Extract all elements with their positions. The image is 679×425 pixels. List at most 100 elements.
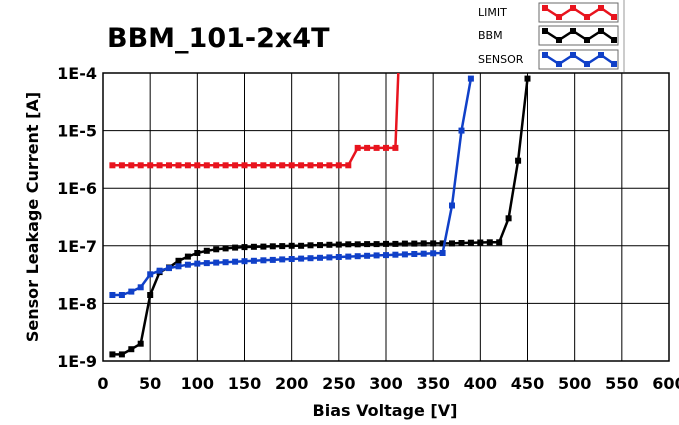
x-tick-label: 200 — [275, 374, 308, 393]
data-point — [156, 162, 163, 169]
data-point — [175, 162, 182, 169]
legend-label: SENSOR — [478, 53, 524, 66]
data-point — [203, 162, 210, 169]
data-point — [345, 253, 352, 260]
x-tick-label: 600 — [652, 374, 679, 393]
legend-swatch-marker — [542, 5, 548, 11]
data-point — [288, 162, 295, 169]
x-tick-label: 150 — [228, 374, 261, 393]
data-point — [345, 241, 352, 248]
data-point — [118, 162, 125, 169]
legend-swatch-marker — [556, 37, 562, 43]
x-tick-label: 300 — [369, 374, 402, 393]
x-tick-labels: 0 50 100 150 200 250 300 350 400 450 500 550 600 — [97, 374, 679, 393]
data-point — [364, 252, 371, 259]
data-point — [232, 244, 239, 251]
x-tick-label: 250 — [322, 374, 355, 393]
data-point — [335, 241, 342, 248]
data-point — [458, 127, 465, 134]
legend-item-sensor: SENSOR — [478, 49, 619, 70]
data-point — [354, 241, 361, 248]
data-point — [467, 75, 474, 82]
data-point — [118, 292, 125, 298]
data-point — [156, 267, 163, 274]
y-tick-label: 1E-8 — [57, 294, 97, 313]
data-point — [184, 162, 191, 169]
data-point — [392, 144, 399, 151]
legend-swatch-marker — [570, 52, 576, 58]
legend-swatch-marker — [611, 37, 617, 43]
data-point — [241, 162, 248, 169]
data-point — [373, 144, 380, 151]
data-point — [383, 240, 389, 247]
x-tick-label: 450 — [511, 374, 544, 393]
data-point — [194, 250, 201, 256]
x-tick-label: 50 — [139, 374, 161, 393]
data-point — [269, 162, 276, 169]
data-point — [184, 253, 191, 260]
legend-swatch-marker — [584, 37, 590, 43]
data-point — [175, 257, 182, 264]
data-point — [118, 351, 125, 358]
data-point — [222, 245, 229, 252]
data-point — [298, 255, 305, 262]
x-tick-label: 400 — [464, 374, 497, 393]
data-point — [364, 144, 371, 151]
data-point — [298, 242, 305, 249]
legend-swatch-marker — [584, 14, 590, 20]
data-point — [250, 243, 257, 250]
data-point — [166, 162, 172, 169]
data-point — [232, 162, 239, 169]
data-point — [128, 288, 135, 295]
data-point — [401, 240, 408, 247]
data-point — [288, 256, 295, 262]
data-point — [109, 292, 116, 298]
data-point — [335, 254, 342, 260]
data-point — [411, 240, 418, 247]
data-point — [515, 157, 522, 164]
data-point — [354, 144, 361, 151]
data-point — [213, 162, 220, 169]
legend-swatch-marker — [611, 14, 617, 20]
data-point — [128, 346, 135, 353]
data-point — [232, 258, 239, 265]
data-point — [354, 253, 361, 260]
series-sensor — [109, 75, 474, 298]
data-point — [345, 162, 352, 169]
data-point — [203, 260, 210, 267]
data-point — [260, 162, 267, 169]
data-point — [194, 162, 201, 169]
legend-swatch-marker — [584, 61, 590, 67]
data-point — [420, 240, 427, 247]
x-tick-label: 350 — [416, 374, 449, 393]
x-tick-label: 500 — [558, 374, 591, 393]
data-point — [430, 240, 437, 247]
data-point — [326, 241, 333, 248]
legend-swatch-marker — [556, 61, 562, 67]
data-point — [279, 256, 286, 263]
data-point — [373, 241, 380, 248]
data-point — [383, 252, 389, 259]
legend-item-limit: LIMIT — [478, 2, 619, 23]
data-point — [307, 162, 314, 169]
legend-label: BBM — [478, 29, 503, 42]
data-point — [241, 244, 248, 251]
data-point — [317, 162, 323, 169]
data-point — [203, 247, 210, 254]
series-limit — [109, 72, 400, 169]
data-point — [213, 259, 220, 266]
x-tick-label: 0 — [97, 374, 108, 393]
data-point — [307, 242, 314, 249]
legend-swatch-marker — [611, 61, 617, 67]
data-point — [505, 215, 512, 222]
data-point — [449, 202, 455, 209]
data-point — [401, 251, 408, 258]
legend-item-bbm: BBM — [478, 25, 619, 46]
data-point — [439, 240, 446, 247]
legend: LIMIT BBM SENSOR — [478, 0, 625, 72]
y-tick-label: 1E-7 — [57, 237, 97, 256]
data-point — [269, 256, 276, 263]
grid-lines — [102, 72, 670, 362]
data-point — [449, 240, 455, 247]
y-tick-label: 1E-5 — [57, 122, 97, 141]
